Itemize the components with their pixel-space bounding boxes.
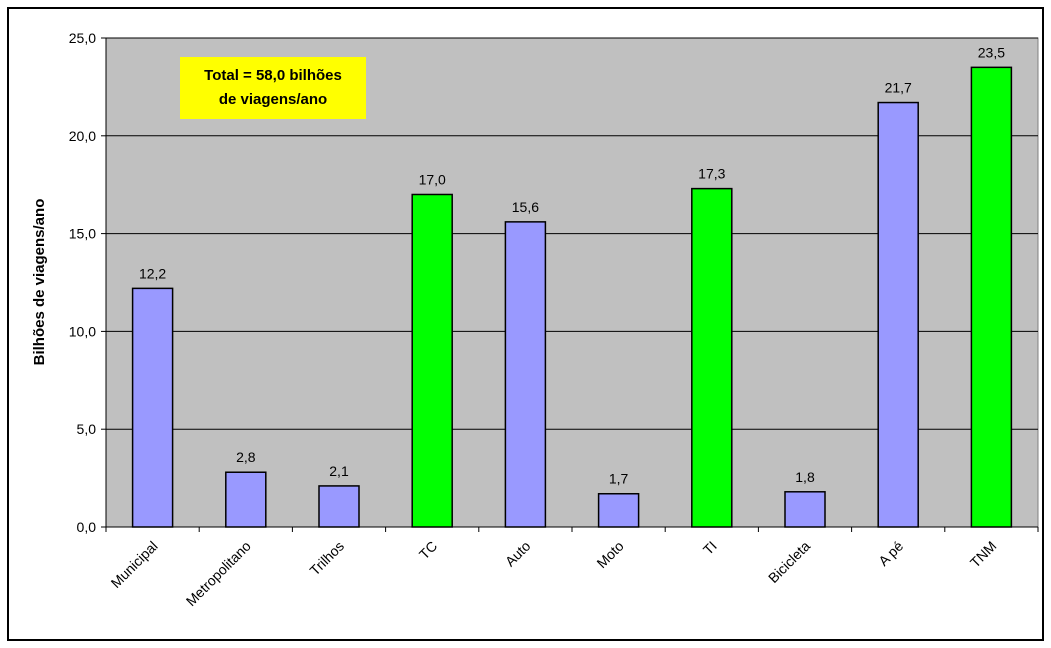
y-axis-label: Bilhões de viagens/ano xyxy=(31,199,48,366)
bar xyxy=(970,66,1013,528)
x-category-label: Moto xyxy=(593,538,626,571)
x-category-label: Bicicleta xyxy=(765,538,813,586)
y-tick-label: 5,0 xyxy=(77,421,97,437)
total-annotation: Total = 58,0 bilhões de viagens/ano xyxy=(180,57,366,119)
data-label: 21,7 xyxy=(885,80,912,96)
bar xyxy=(131,287,174,528)
x-axis-categories: Municipal Metropolitano Trilhos TC Auto Moto T… xyxy=(105,527,1039,609)
data-label: 15,6 xyxy=(512,199,539,215)
y-tick-label: 15,0 xyxy=(69,226,96,242)
total-annotation-box xyxy=(180,57,366,119)
total-annotation-line-1: Total = 58,0 bilhões xyxy=(204,67,342,84)
x-category-label: TI xyxy=(700,538,720,558)
bar xyxy=(318,485,360,528)
x-category-label: TC xyxy=(416,538,441,563)
bar xyxy=(877,101,919,528)
y-tick-label: 20,0 xyxy=(69,128,96,144)
data-label: 1,8 xyxy=(795,469,815,485)
y-tick-label: 0,0 xyxy=(77,519,97,535)
data-label: 1,7 xyxy=(609,471,629,487)
x-category-label: A pé xyxy=(875,538,906,569)
bars xyxy=(131,66,1013,528)
data-labels: 12,2 2,8 2,1 17,0 15,6 1,7 17,3 1,8 21,7 23,5 xyxy=(139,44,1005,486)
x-category-label: Municipal xyxy=(108,538,161,591)
data-label: 17,0 xyxy=(419,171,446,187)
y-tick-label: 25,0 xyxy=(69,30,96,46)
bar xyxy=(225,471,267,528)
data-label: 12,2 xyxy=(139,265,166,281)
data-label: 2,8 xyxy=(236,449,256,465)
bar xyxy=(597,492,640,528)
x-category-label: Metropolitano xyxy=(183,538,254,609)
data-label: 17,3 xyxy=(698,166,725,182)
data-label: 2,1 xyxy=(329,463,349,479)
bar xyxy=(691,187,733,528)
x-category-label: Trilhos xyxy=(306,538,347,579)
x-category-label: TNM xyxy=(967,538,1000,571)
bar xyxy=(411,193,453,528)
data-label: 23,5 xyxy=(978,44,1005,60)
bar xyxy=(784,491,826,528)
y-tick-label: 10,0 xyxy=(69,323,96,339)
x-category-label: Auto xyxy=(502,538,534,570)
total-annotation-line-2: de viagens/ano xyxy=(219,91,327,108)
bar xyxy=(504,221,547,528)
y-axis-ticks: 0,0 5,0 10,0 15,0 20,0 25,0 xyxy=(69,30,106,535)
